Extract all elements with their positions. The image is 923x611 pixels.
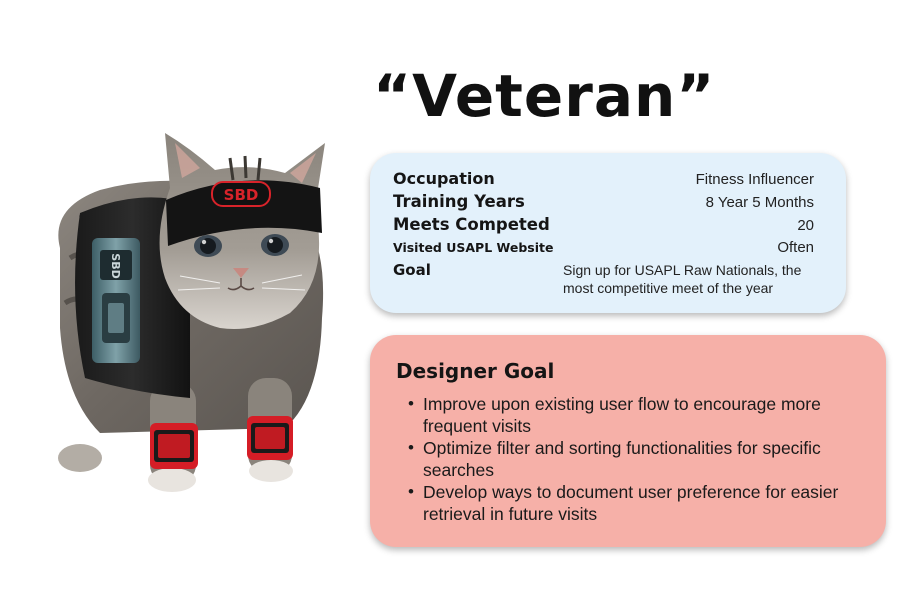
belt-logo: SBD (109, 253, 122, 278)
bullet-icon: • (408, 482, 414, 501)
training-years-label: Training Years (393, 192, 525, 211)
bullet-icon: • (408, 394, 414, 413)
designer-goal-item: • Improve upon existing user flow to enco… (408, 393, 873, 437)
persona-info-card: Occupation Fitness Influencer Training Y… (370, 153, 846, 313)
bullet-icon: • (408, 438, 414, 457)
goal-value: Sign up for USAPL Raw Nationals, the mos… (563, 262, 802, 296)
visited-website-label: Visited USAPL Website (393, 240, 554, 255)
cat-nose (233, 268, 249, 278)
cat-headband (166, 180, 322, 246)
designer-goal-item-text: Improve upon existing user flow to encou… (423, 394, 821, 436)
occupation-value: Fitness Influencer (695, 171, 814, 188)
occupation-label: Occupation (393, 169, 495, 188)
designer-goal-heading: Designer Goal (396, 359, 555, 383)
training-years-value: 8 Year 5 Months (705, 194, 814, 211)
designer-goal-item: • Develop ways to document user preferenc… (408, 481, 873, 525)
goal-label: Goal (393, 261, 431, 279)
designer-goal-card: Designer Goal • Improve upon existing use… (370, 335, 886, 547)
persona-cat-image: SBD SBD (58, 133, 325, 492)
meets-competed-label: Meets Competed (393, 215, 550, 234)
visited-website-value: Often (777, 239, 814, 256)
designer-goal-item-text: Optimize filter and sorting functionalit… (423, 438, 821, 480)
designer-goal-list: • Improve upon existing user flow to enco… (408, 393, 873, 525)
designer-goal-item-text: Develop ways to document user preference… (423, 482, 839, 524)
meets-competed-value: 20 (797, 217, 814, 234)
headband-logo: SBD (224, 186, 259, 204)
persona-title: “Veteran” (373, 62, 716, 130)
designer-goal-item: • Optimize filter and sorting functionali… (408, 437, 873, 481)
